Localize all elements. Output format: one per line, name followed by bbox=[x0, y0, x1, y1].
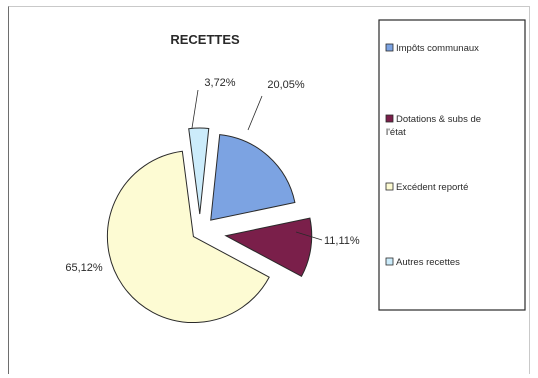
pie-slice-1 bbox=[210, 134, 296, 221]
legend-swatch bbox=[385, 257, 394, 266]
label-leader-line bbox=[295, 231, 323, 241]
legend-box bbox=[378, 19, 526, 311]
legend-label: l'état bbox=[386, 127, 406, 138]
legend-label: Excédent reporté bbox=[396, 182, 468, 193]
pie-value-label: 3,72% bbox=[204, 77, 235, 89]
pie-slices bbox=[106, 127, 313, 324]
chart-title: RECETTES bbox=[170, 32, 240, 47]
pie-slice-2 bbox=[224, 217, 313, 277]
pie-slice-3 bbox=[106, 150, 270, 324]
legend-swatch bbox=[385, 114, 394, 123]
legend: Impôts communaux Dotations & subs de l'éta… bbox=[378, 19, 526, 311]
legend-label: Autres recettes bbox=[396, 257, 460, 268]
legend-label: Dotations & subs de bbox=[396, 114, 481, 125]
pie-value-label: 20,05% bbox=[267, 79, 305, 91]
legend-label: Impôts communaux bbox=[396, 43, 479, 54]
legend-swatch bbox=[385, 182, 394, 191]
percentage-labels: 20,05% 11,11% 65,12% 3,72% bbox=[65, 77, 360, 274]
pie-slice-4 bbox=[188, 127, 210, 215]
label-leader-line bbox=[191, 89, 199, 129]
pie-value-label: 65,12% bbox=[65, 262, 103, 274]
legend-swatch bbox=[385, 43, 394, 52]
pie-value-label: 11,11% bbox=[324, 235, 360, 247]
label-leader-line bbox=[247, 95, 263, 131]
